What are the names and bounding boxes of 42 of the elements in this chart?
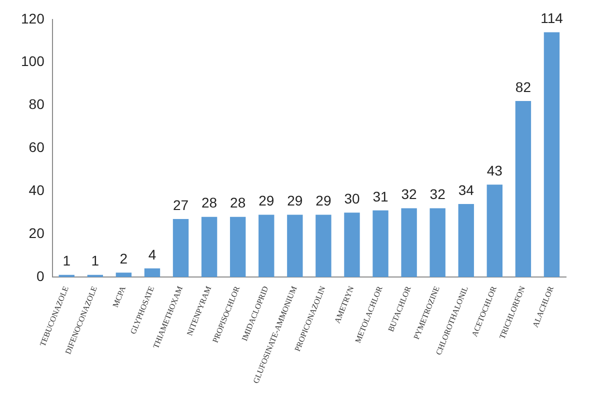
bar xyxy=(458,204,474,277)
data-label: 28 xyxy=(230,194,246,211)
bar xyxy=(372,210,388,277)
bar xyxy=(287,214,303,277)
y-tick-label: 100 xyxy=(21,53,45,70)
x-tick-label: MCPA xyxy=(110,284,128,309)
y-tick-label: 20 xyxy=(28,224,45,241)
bar xyxy=(116,272,132,277)
data-label: 32 xyxy=(401,186,418,202)
y-tick-label: 40 xyxy=(28,182,45,198)
bar xyxy=(401,208,417,277)
data-label: 30 xyxy=(344,190,360,206)
data-label: 4 xyxy=(148,246,156,262)
bar xyxy=(486,184,503,277)
data-label: 31 xyxy=(372,188,389,204)
bar xyxy=(316,214,332,277)
bar xyxy=(515,100,532,277)
data-label: 29 xyxy=(316,192,332,209)
bar xyxy=(544,32,560,277)
bar xyxy=(344,212,360,277)
y-tick-label: 60 xyxy=(28,139,45,156)
data-label: 43 xyxy=(486,162,503,179)
data-label: 82 xyxy=(515,78,532,95)
data-label: 1 xyxy=(62,252,71,269)
data-label: 28 xyxy=(202,194,218,211)
data-label: 34 xyxy=(458,182,474,198)
data-label: 2 xyxy=(120,250,128,267)
data-label: 27 xyxy=(172,196,189,213)
data-label: 114 xyxy=(540,10,564,26)
data-label: 29 xyxy=(287,192,303,209)
data-label: 29 xyxy=(258,192,274,209)
data-label: 1 xyxy=(91,252,100,269)
bar xyxy=(144,268,160,277)
bar xyxy=(430,208,446,277)
y-tick-label: 120 xyxy=(21,10,45,26)
bar xyxy=(258,214,274,277)
data-label: 32 xyxy=(430,186,446,202)
bar xyxy=(172,219,189,277)
bar xyxy=(201,216,218,277)
y-tick-label: 0 xyxy=(36,268,45,284)
bar xyxy=(230,216,246,277)
y-tick-label: 80 xyxy=(28,96,45,112)
